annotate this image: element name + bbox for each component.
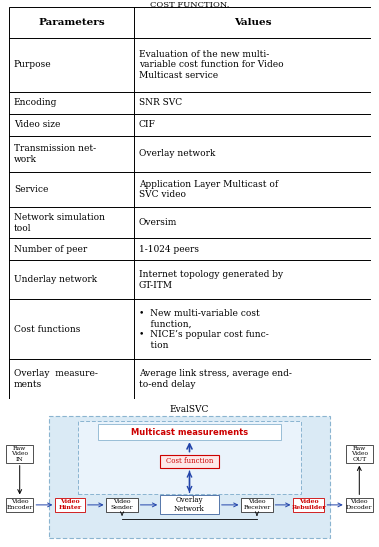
FancyBboxPatch shape bbox=[98, 424, 281, 440]
Text: •  New multi-variable cost
    function,
•  NICE’s popular cost func-
    tion: • New multi-variable cost function, • NI… bbox=[139, 309, 268, 350]
Text: Raw
Video
IN: Raw Video IN bbox=[11, 445, 28, 462]
Bar bbox=[346, 498, 373, 512]
Text: SNR SVC: SNR SVC bbox=[139, 98, 182, 107]
Text: Overlay
Network: Overlay Network bbox=[174, 496, 205, 514]
Text: Cost functions: Cost functions bbox=[14, 325, 80, 334]
Text: Video
Sender: Video Sender bbox=[111, 499, 133, 510]
Text: Encoding: Encoding bbox=[14, 98, 57, 107]
Text: Raw
Video
OUT: Raw Video OUT bbox=[351, 445, 368, 462]
Bar bbox=[160, 455, 219, 468]
Text: Multicast measurements: Multicast measurements bbox=[131, 428, 248, 437]
Text: Overlay  measure-
ments: Overlay measure- ments bbox=[14, 369, 98, 389]
Text: EvalSVC: EvalSVC bbox=[170, 405, 209, 415]
Text: Number of peer: Number of peer bbox=[14, 245, 87, 254]
Bar bbox=[241, 498, 273, 512]
Text: Cost function: Cost function bbox=[166, 457, 213, 465]
FancyBboxPatch shape bbox=[49, 416, 330, 538]
Text: Purpose: Purpose bbox=[14, 60, 52, 69]
Text: Video
Encoder: Video Encoder bbox=[6, 499, 33, 510]
Bar bbox=[106, 498, 138, 512]
Text: Video size: Video size bbox=[14, 120, 60, 129]
Text: Video
Decoder: Video Decoder bbox=[346, 499, 373, 510]
Text: CIF: CIF bbox=[139, 120, 155, 129]
Bar bbox=[6, 498, 33, 512]
Text: Parameters: Parameters bbox=[39, 18, 105, 27]
Text: Average link stress, average end-
to-end delay: Average link stress, average end- to-end… bbox=[139, 369, 291, 389]
Bar bbox=[160, 496, 219, 514]
Text: Overlay network: Overlay network bbox=[139, 149, 215, 158]
Text: Network simulation
tool: Network simulation tool bbox=[14, 213, 105, 232]
Text: Application Layer Multicast of
SVC video: Application Layer Multicast of SVC video bbox=[139, 179, 278, 199]
Text: Video
Receiver: Video Receiver bbox=[243, 499, 271, 510]
Text: Video
Hinter: Video Hinter bbox=[58, 499, 82, 510]
Bar bbox=[346, 445, 373, 463]
Bar bbox=[293, 498, 324, 512]
Text: Service: Service bbox=[14, 185, 48, 194]
Text: Internet topology generated by
GT-ITM: Internet topology generated by GT-ITM bbox=[139, 270, 283, 290]
Text: COST FUNCTION.: COST FUNCTION. bbox=[150, 1, 229, 9]
FancyBboxPatch shape bbox=[78, 421, 301, 493]
Text: Values: Values bbox=[234, 18, 272, 27]
Text: Oversim: Oversim bbox=[139, 218, 177, 228]
Bar bbox=[55, 498, 85, 512]
Text: Video
Rebuilder: Video Rebuilder bbox=[291, 499, 326, 510]
Text: 1-1024 peers: 1-1024 peers bbox=[139, 245, 199, 254]
Bar bbox=[6, 445, 33, 463]
Text: Evaluation of the new multi-
variable cost function for Video
Multicast service: Evaluation of the new multi- variable co… bbox=[139, 50, 283, 80]
Text: Underlay network: Underlay network bbox=[14, 276, 97, 284]
Text: Transmission net-
work: Transmission net- work bbox=[14, 144, 96, 164]
